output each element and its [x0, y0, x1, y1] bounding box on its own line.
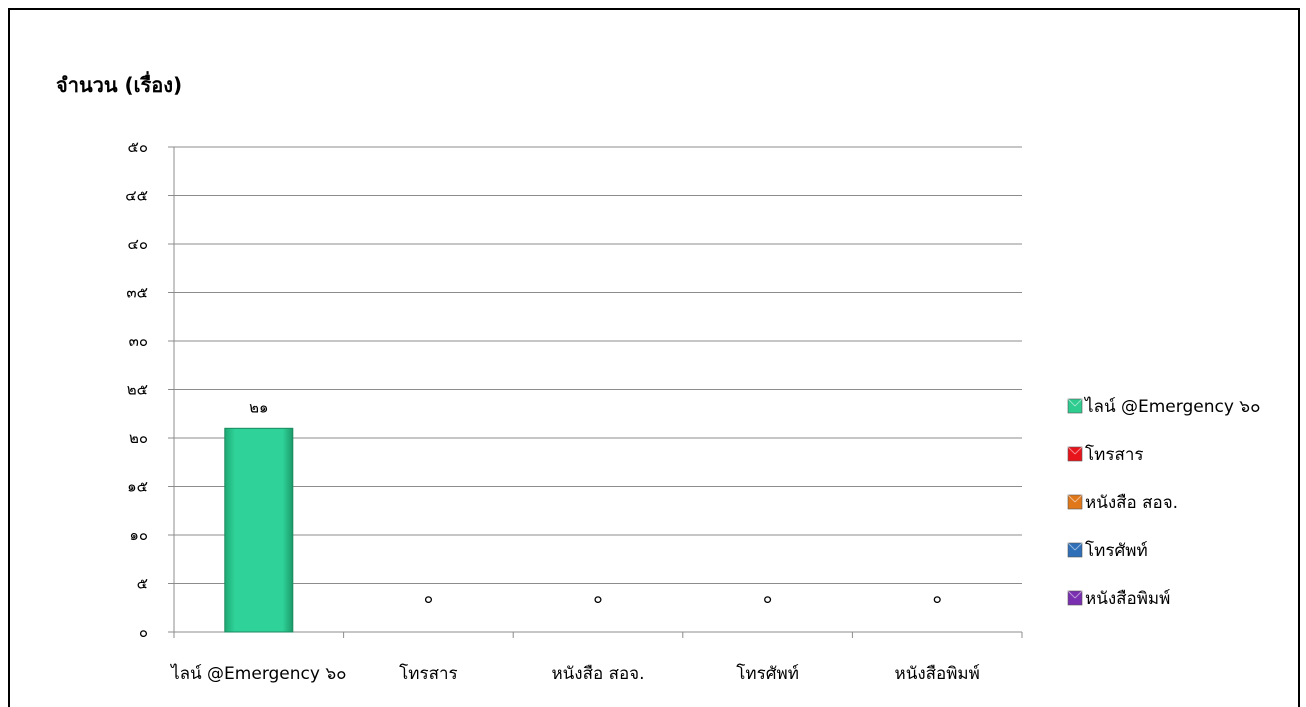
- legend-swatch-bevel: [1074, 542, 1083, 551]
- legend-swatch-bevel: [1067, 494, 1076, 503]
- legend-swatch-bevel: [1067, 446, 1076, 455]
- y-tick-label: ๒๐: [129, 429, 148, 447]
- legend-swatch-bevel: [1074, 398, 1083, 407]
- x-category-label: ไลน์ @Emergency ๖๐: [169, 663, 346, 684]
- y-tick-label: ๕๐: [127, 138, 148, 156]
- data-label: ๐: [424, 589, 433, 607]
- y-tick-label: ๒๕: [127, 381, 148, 399]
- bars: [224, 427, 294, 633]
- legend-label: ไลน์ @Emergency ๖๐: [1083, 396, 1260, 417]
- legend-label: หนังสือ สอจ.: [1085, 493, 1178, 513]
- legend-swatch-bevel: [1067, 542, 1076, 551]
- x-category-label: หนังสือพิมพ์: [895, 664, 980, 684]
- y-tick-label: ๐: [139, 623, 148, 641]
- legend-label: โทรสาร: [1085, 444, 1144, 465]
- legend-label: หนังสือพิมพ์: [1085, 589, 1170, 609]
- chart-title: จำนวน (เรื่อง): [56, 70, 182, 97]
- y-tick-label: ๔๐: [127, 235, 148, 253]
- y-tick-label: ๕: [137, 575, 148, 593]
- x-category-label: หนังสือ สอจ.: [551, 664, 644, 684]
- data-label: ๒๑: [249, 398, 268, 416]
- data-labels: ๒๑๐ ๐ ๐ ๐: [249, 398, 942, 607]
- legend-swatch-bevel: [1067, 590, 1076, 599]
- gridlines: [174, 146, 1022, 584]
- y-tick-label: ๔๕: [125, 187, 148, 205]
- legend-swatch-bevel: [1074, 446, 1083, 455]
- y-tick-label: ๓๕: [126, 284, 148, 302]
- y-tick-label: ๑๐: [129, 526, 148, 544]
- legend-swatch-bevel: [1074, 590, 1083, 599]
- legend-swatch-bevel: [1067, 398, 1076, 407]
- y-tick-label: ๑๕: [127, 478, 148, 496]
- data-label: ๐: [933, 589, 942, 607]
- legend-swatch-bevel: [1074, 494, 1083, 503]
- chart-frame: [8, 8, 1300, 707]
- x-category-label: โทรศัพท์: [736, 663, 799, 684]
- x-category-label: โทรสาร: [399, 663, 458, 684]
- legend-label: โทรศัพท์: [1085, 540, 1148, 561]
- y-tick-label: ๓๐: [129, 332, 148, 350]
- data-label: ๐: [763, 589, 772, 607]
- data-label: ๐: [593, 589, 602, 607]
- bar: [224, 427, 294, 633]
